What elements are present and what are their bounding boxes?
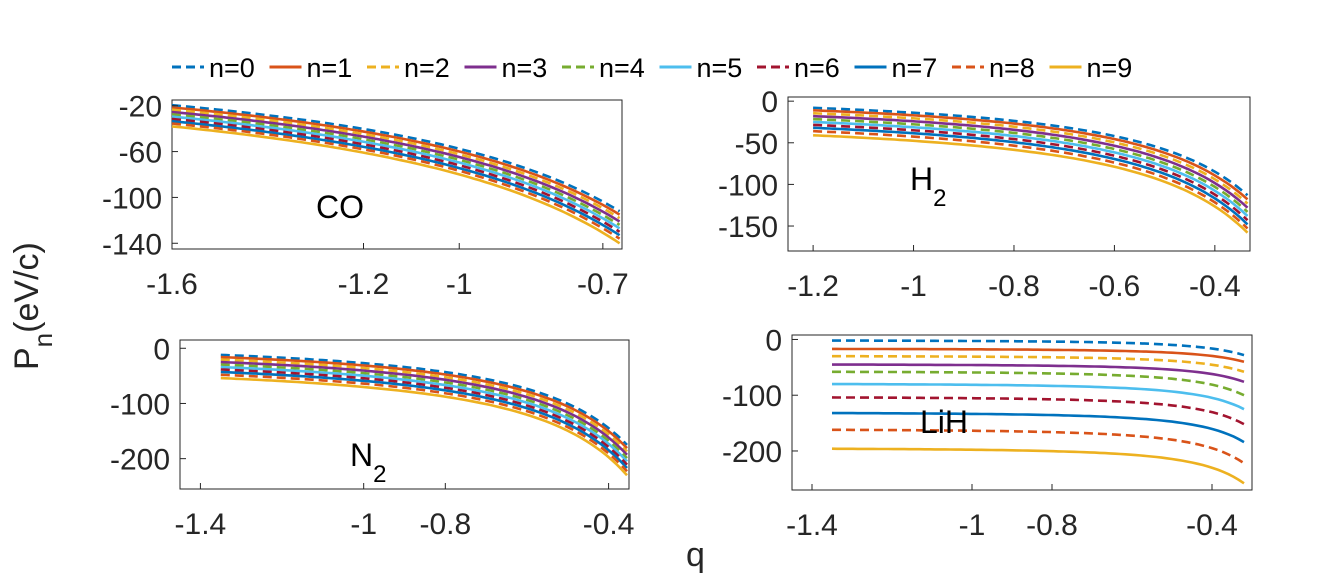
series-line-h2-n7: [813, 126, 1249, 226]
series-line-co-n5: [171, 115, 621, 230]
panel-label-h2: H2: [910, 161, 946, 212]
series-line-lih-n6: [831, 396, 1245, 426]
series-line-h2-n9: [813, 134, 1249, 234]
series-line-co-n3: [171, 110, 621, 223]
xtick-label-n2: -1.4: [175, 508, 227, 541]
ytick-label-lih: -200: [722, 436, 782, 469]
legend: n=0 n=1 n=2 n=3 n=4 n=5 n=6 n=7 n=8 n=9: [172, 53, 1132, 83]
series-line-n2-n6: [220, 368, 628, 466]
series-line-n2-n7: [220, 370, 628, 469]
ytick-label-n2: -100: [110, 388, 170, 421]
ytick-label-h2: -100: [718, 169, 778, 202]
panel-label-n2: N2: [350, 437, 386, 488]
series-line-h2-n0: [813, 106, 1249, 197]
xtick-label-h2: -0.4: [1189, 270, 1241, 303]
series-line-n2-n3: [220, 360, 628, 456]
legend-label-n2: n=2: [404, 53, 450, 83]
ytick-label-h2: 0: [761, 86, 778, 119]
series-line-lih-n8: [832, 428, 1245, 465]
series-line-co-n1: [171, 106, 621, 216]
ytick-label-co: -60: [119, 137, 162, 170]
series-line-h2-n8: [813, 129, 1249, 230]
xtick-label-h2: -1.2: [787, 270, 839, 303]
legend-label-n7: n=7: [892, 53, 938, 83]
series-line-lih-n5: [832, 382, 1245, 411]
series-line-n2-n2: [220, 358, 628, 453]
xtick-label-lih: -0.8: [1026, 509, 1078, 542]
series-line-co-n8: [171, 122, 621, 240]
series-line-lih-n7: [832, 411, 1245, 444]
panel-label-lih: LiH: [920, 404, 968, 440]
ytick-label-n2: -200: [110, 444, 170, 477]
xtick-label-co: -0.7: [577, 268, 629, 301]
ytick-label-h2: -50: [735, 128, 778, 161]
ytick-label-co: -20: [119, 91, 162, 124]
series-line-co-n7: [171, 119, 621, 237]
xtick-label-co: -1.2: [338, 268, 390, 301]
series-line-lih-n4: [832, 370, 1245, 397]
xtick-label-h2: -1: [900, 270, 927, 303]
series-line-n2-n0: [220, 353, 628, 446]
panel-h2: -1.2 -1 -0.8 -0.6 -0.4 0 -50 -100 -150 H2: [718, 86, 1251, 303]
xtick-label-co: -1.6: [146, 268, 198, 301]
xtick-label-n2: -0.4: [583, 508, 635, 541]
series-line-co-n9: [171, 125, 621, 245]
series-line-lih-n2: [832, 354, 1245, 374]
y-axis-label: Pn(eV/c): [8, 242, 58, 370]
xtick-label-co: -1: [446, 268, 473, 301]
series-line-co-n2: [171, 108, 621, 220]
legend-label-n6: n=6: [794, 53, 840, 83]
series-line-lih-n0: [832, 339, 1245, 357]
series-line-n2-n9: [220, 376, 628, 477]
xtick-label-n2: -1: [350, 508, 377, 541]
legend-label-n8: n=8: [989, 53, 1035, 83]
series-line-h2-n5: [813, 120, 1249, 217]
series-line-h2-n6: [813, 123, 1249, 222]
panel-label-co: CO: [316, 189, 364, 225]
ytick-label-lih: 0: [765, 324, 782, 357]
legend-label-n9: n=9: [1087, 53, 1133, 83]
ytick-label-h2: -150: [718, 211, 778, 244]
x-axis-label: q: [686, 536, 705, 574]
series-line-h2-n2: [813, 111, 1249, 205]
ytick-label-lih: -100: [722, 380, 782, 413]
xtick-label-lih: -1.4: [786, 509, 838, 542]
ytick-label-co: -100: [102, 182, 162, 215]
series-line-lih-n9: [831, 447, 1245, 485]
legend-label-n5: n=5: [697, 53, 743, 83]
xtick-label-h2: -0.8: [988, 270, 1040, 303]
series-line-n2-n8: [220, 373, 628, 473]
legend-label-n4: n=4: [599, 53, 645, 83]
legend-label-n1: n=1: [307, 53, 353, 83]
panel-lih: -1.4 -1 -0.8 -0.4 0 -100 -200 LiH: [722, 324, 1253, 542]
panel-n2: -1.4 -1 -0.8 -0.4 0 -100 -200 N2: [110, 333, 634, 541]
panel-co: -1.6 -1.2 -1 -0.7 -20 -60 -100 -140 CO: [102, 91, 629, 301]
ytick-label-co: -140: [102, 228, 162, 261]
series-line-n2-n4: [220, 363, 628, 460]
series-line-h2-n4: [813, 117, 1249, 213]
xtick-label-h2: -0.6: [1089, 270, 1141, 303]
series-line-lih-n3: [832, 363, 1245, 384]
xtick-label-n2: -0.8: [419, 508, 471, 541]
series-line-n2-n1: [220, 355, 628, 450]
xtick-label-lih: -0.4: [1186, 509, 1238, 542]
series-line-co-n4: [171, 113, 621, 227]
series-line-lih-n1: [832, 347, 1245, 364]
series-line-co-n6: [171, 117, 621, 233]
series-line-n2-n5: [220, 365, 628, 463]
series-line-h2-n3: [813, 114, 1249, 209]
series-line-h2-n1: [813, 109, 1249, 201]
xtick-label-lih: -1: [959, 509, 986, 542]
legend-label-n3: n=3: [502, 53, 548, 83]
legend-label-n0: n=0: [209, 53, 255, 83]
ytick-label-n2: 0: [153, 333, 170, 366]
series-line-co-n0: [171, 103, 621, 213]
